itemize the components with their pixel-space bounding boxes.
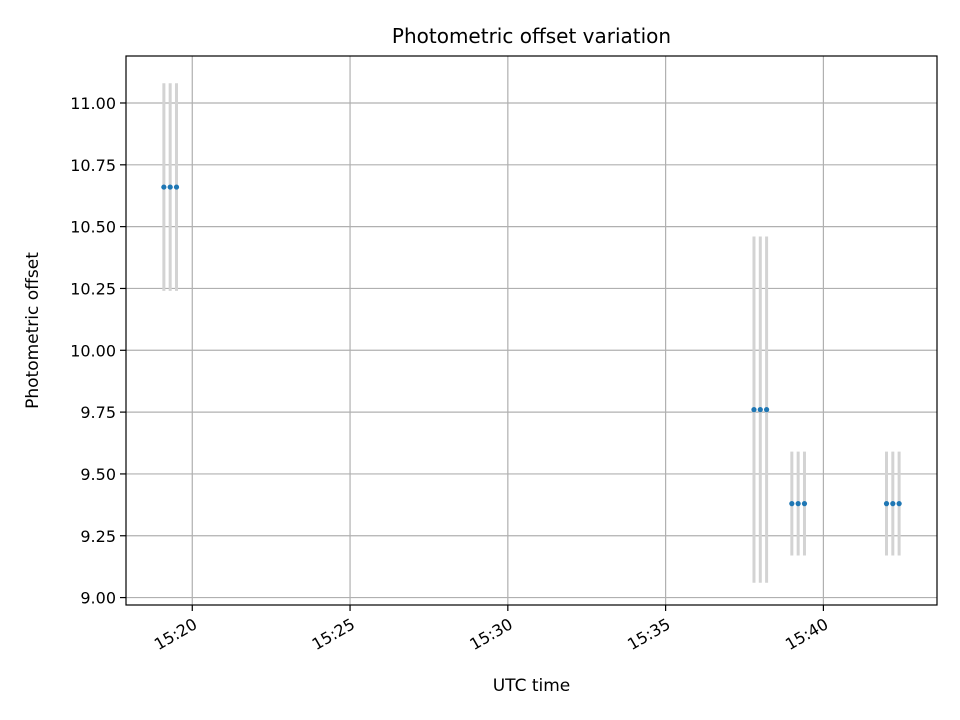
y-tick-label: 11.00 bbox=[70, 94, 116, 113]
data-point bbox=[789, 501, 795, 507]
y-tick-label: 10.75 bbox=[70, 156, 116, 175]
y-tick-label: 9.00 bbox=[80, 589, 116, 608]
y-tick-label: 9.50 bbox=[80, 465, 116, 484]
data-point bbox=[890, 501, 896, 507]
data-point bbox=[896, 501, 902, 507]
y-tick-label: 10.50 bbox=[70, 218, 116, 237]
grid bbox=[126, 56, 937, 605]
data-point bbox=[763, 407, 770, 413]
y-tick-label: 9.25 bbox=[80, 527, 116, 546]
y-tick-label: 10.25 bbox=[70, 279, 116, 298]
data-point bbox=[173, 184, 180, 190]
data-point bbox=[883, 501, 890, 507]
data-point bbox=[795, 501, 801, 507]
data-point bbox=[161, 184, 167, 190]
data-point bbox=[167, 184, 173, 190]
y-tick-label: 10.00 bbox=[70, 341, 116, 360]
data-point bbox=[757, 407, 763, 413]
chart-title: Photometric offset variation bbox=[392, 24, 671, 48]
data-points bbox=[161, 184, 902, 507]
data-point bbox=[801, 501, 808, 507]
y-tick-label: 9.75 bbox=[80, 403, 116, 422]
y-axis-title: Photometric offset bbox=[23, 252, 43, 409]
plot-frame bbox=[125, 55, 938, 606]
x-axis-title: UTC time bbox=[493, 676, 571, 696]
data-point bbox=[751, 407, 757, 413]
